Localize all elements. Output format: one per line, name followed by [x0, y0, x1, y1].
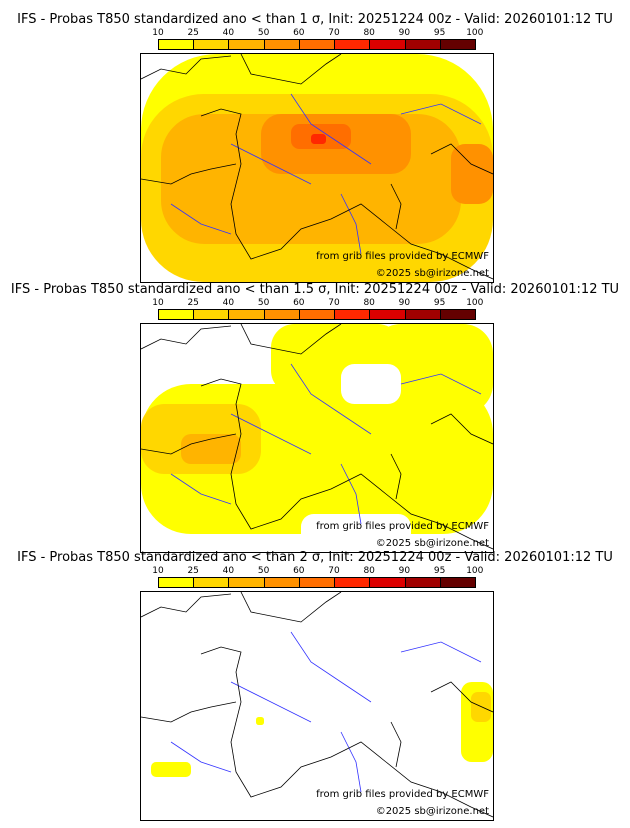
colorbar-swatch	[440, 578, 475, 587]
colorbar-swatch	[194, 578, 230, 587]
colorbar-swatch	[264, 578, 300, 587]
colorbar-tick: 25	[187, 28, 199, 38]
probability-area	[451, 144, 493, 204]
colorbar-swatch	[370, 578, 406, 587]
colorbar-swatch	[370, 310, 406, 319]
colorbar-tick: 60	[293, 28, 305, 38]
colorbar-swatch	[299, 40, 336, 49]
colorbar-tick: 100	[466, 566, 484, 576]
map-panel: IFS - Probas T850 standardized ano < tha…	[0, 6, 630, 283]
probability-area	[151, 762, 191, 777]
colorbar-tick: 50	[257, 298, 270, 308]
colorbar-tick: 60	[293, 298, 305, 308]
coastline	[141, 592, 493, 818]
copyright-credit: ©2025 sb@irizone.net	[375, 268, 489, 279]
probability-area	[471, 692, 491, 722]
colorbar-swatch	[405, 40, 441, 49]
colorbar-tick: 40	[222, 28, 235, 38]
copyright-credit: ©2025 sb@irizone.net	[375, 538, 489, 549]
colorbar-swatch	[194, 310, 230, 319]
colorbar-swatch	[264, 40, 300, 49]
colorbar-swatch	[229, 578, 265, 587]
colorbar-tick: 50	[257, 566, 270, 576]
colorbar-tick: 40	[222, 298, 235, 308]
colorbar-swatch	[229, 40, 265, 49]
colorbar-tick: 10	[152, 28, 164, 38]
colorbar	[158, 39, 476, 50]
colorbar-tick: 90	[398, 28, 411, 38]
colorbar-tick: 95	[433, 28, 446, 38]
map-panel: IFS - Probas T850 standardized ano < tha…	[0, 276, 630, 553]
coastline	[141, 54, 493, 280]
colorbar-swatch	[440, 40, 475, 49]
colorbar-tick: 25	[187, 298, 199, 308]
colorbar-tick: 40	[222, 566, 235, 576]
colorbar-tick: 10	[152, 566, 164, 576]
colorbar-ticks: 10 25 40 50 60 70 80 90 95 100	[152, 566, 483, 576]
colorbar-swatch	[405, 578, 441, 587]
colorbar-tick: 70	[328, 566, 340, 576]
colorbar	[158, 577, 476, 588]
probability-area	[141, 592, 493, 820]
probability-area	[341, 364, 401, 404]
probability-map: from grib files provided by ECMWF ©2025 …	[140, 323, 494, 553]
panel-title: IFS - Probas T850 standardized ano < tha…	[17, 550, 613, 565]
colorbar-tick: 90	[398, 298, 411, 308]
colorbar-tick: 70	[328, 298, 340, 308]
colorbar-swatch	[405, 310, 441, 319]
colorbar-swatch	[299, 578, 336, 587]
colorbar-swatch	[159, 310, 195, 319]
probability-area	[311, 134, 326, 144]
rivers	[170, 93, 482, 255]
colorbar-tick: 80	[363, 298, 375, 308]
source-credit: from grib files provided by ECMWF	[316, 789, 489, 800]
colorbar-tick: 50	[257, 28, 270, 38]
colorbar-swatch	[194, 40, 230, 49]
colorbar-tick: 25	[187, 566, 199, 576]
colorbar-tick: 80	[363, 28, 375, 38]
probability-area	[256, 717, 264, 725]
probability-area	[181, 434, 241, 464]
colorbar-swatch	[370, 40, 406, 49]
colorbar-swatch	[159, 578, 195, 587]
panel-title: IFS - Probas T850 standardized ano < tha…	[10, 282, 620, 297]
colorbar-swatch	[335, 310, 371, 319]
colorbar-tick: 70	[328, 28, 340, 38]
colorbar	[158, 309, 476, 320]
colorbar-swatch	[229, 310, 265, 319]
colorbar-tick: 95	[433, 566, 446, 576]
rivers	[170, 631, 482, 793]
colorbar-tick: 80	[363, 566, 375, 576]
colorbar-tick: 95	[433, 298, 446, 308]
colorbar-swatch	[335, 40, 371, 49]
copyright-credit: ©2025 sb@irizone.net	[375, 806, 489, 817]
colorbar-tick: 100	[466, 28, 484, 38]
colorbar-ticks: 10 25 40 50 60 70 80 90 95 100	[152, 28, 483, 38]
panel-title: IFS - Probas T850 standardized ano < tha…	[17, 12, 613, 27]
probability-area	[301, 514, 411, 552]
probability-map: from grib files provided by ECMWF ©2025 …	[140, 591, 494, 821]
colorbar-tick: 90	[398, 566, 411, 576]
source-credit: from grib files provided by ECMWF	[316, 521, 489, 532]
probability-area	[371, 324, 493, 414]
colorbar-swatch	[264, 310, 300, 319]
colorbar-swatch	[335, 578, 371, 587]
colorbar-swatch	[299, 310, 336, 319]
map-panel: IFS - Probas T850 standardized ano < tha…	[0, 544, 630, 821]
colorbar-ticks: 10 25 40 50 60 70 80 90 95 100	[152, 298, 483, 308]
colorbar-tick: 60	[293, 566, 305, 576]
colorbar-swatch	[440, 310, 475, 319]
rivers	[170, 363, 482, 525]
coastline	[141, 324, 493, 550]
probability-map: from grib files provided by ECMWF ©2025 …	[140, 53, 494, 283]
colorbar-tick: 10	[152, 298, 164, 308]
source-credit: from grib files provided by ECMWF	[316, 251, 489, 262]
colorbar-tick: 100	[466, 298, 484, 308]
colorbar-swatch	[159, 40, 195, 49]
